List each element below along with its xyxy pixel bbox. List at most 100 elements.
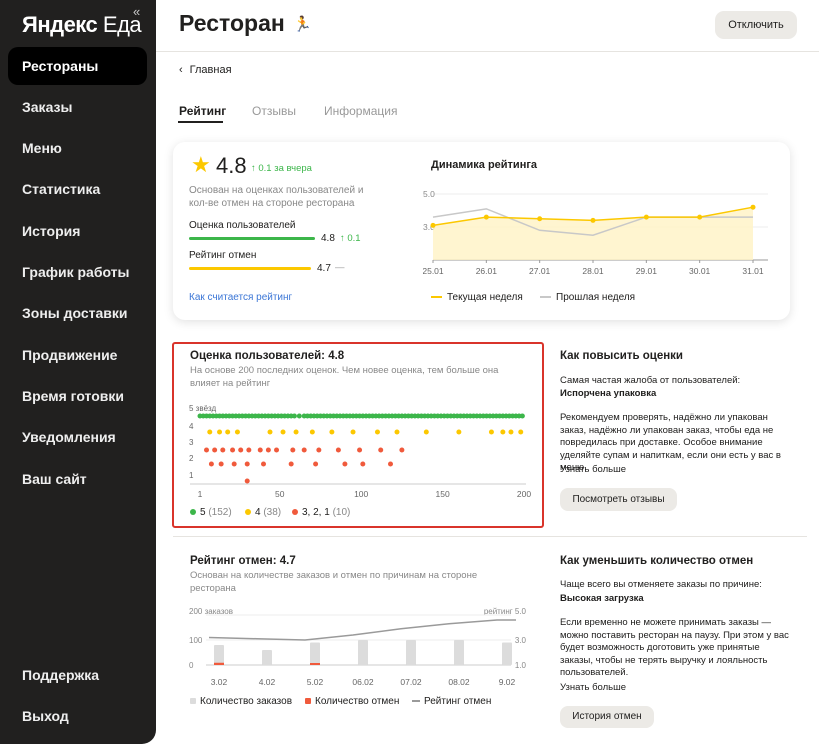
sidebar-item-menu[interactable]: Меню bbox=[22, 140, 62, 156]
x-tick-label: 4.02 bbox=[259, 677, 276, 687]
current-week-point bbox=[483, 214, 489, 220]
rating-point bbox=[456, 429, 462, 435]
cancel-rating-line bbox=[208, 619, 516, 641]
x-tick-label: 26.01 bbox=[476, 266, 498, 276]
breadcrumb[interactable]: ‹ Главная bbox=[179, 64, 232, 76]
user-ratings-subtitle: На основе 200 последних оценок. Чем нове… bbox=[190, 365, 499, 389]
rating-point bbox=[296, 413, 302, 419]
rating-point bbox=[218, 461, 224, 467]
sidebar-item-orders[interactable]: Заказы bbox=[22, 99, 73, 115]
rating-point bbox=[244, 461, 250, 467]
rating-point bbox=[225, 429, 231, 435]
current-week-area bbox=[433, 207, 753, 260]
cancel-history-button[interactable]: История отмен bbox=[560, 706, 654, 728]
rating-point bbox=[387, 461, 393, 467]
rating-point bbox=[335, 447, 341, 453]
rating-delta: ↑ 0.1 за вчера bbox=[251, 163, 312, 174]
rating-point bbox=[291, 413, 297, 419]
rating-point bbox=[238, 447, 244, 453]
tab-rating[interactable]: Рейтинг bbox=[179, 104, 227, 118]
legend-dot-yellow bbox=[245, 509, 251, 516]
courier-icon: 🏃 bbox=[293, 16, 312, 33]
x-tick-label: 100 bbox=[354, 489, 368, 499]
scatter-legend-4: 4 (38) bbox=[245, 507, 281, 518]
rating-point bbox=[246, 447, 252, 453]
improve-learn-more-link[interactable]: Узнать больше bbox=[560, 464, 627, 475]
cancel-rating-chart: 200 заказов рейтинг 5.0 100 3.0 0 1.0 3.02 4.02… bbox=[189, 607, 527, 687]
legend-square-gray bbox=[190, 698, 196, 705]
current-week-point bbox=[750, 204, 756, 210]
tab-info[interactable]: Информация bbox=[324, 104, 398, 118]
sidebar-item-restaurants[interactable]: Рестораны bbox=[8, 47, 147, 85]
overall-rating: 4.8 bbox=[216, 153, 247, 178]
collapse-sidebar-icon[interactable]: « bbox=[133, 4, 140, 19]
x-tick-label: 3.02 bbox=[211, 677, 228, 687]
legend-line-gray bbox=[412, 700, 420, 703]
sidebar-item-schedule[interactable]: График работы bbox=[22, 264, 130, 280]
rating-point bbox=[500, 429, 506, 435]
tab-reviews[interactable]: Отзывы bbox=[252, 104, 296, 118]
user-rating-value: 4.8 bbox=[321, 233, 335, 244]
rating-point bbox=[280, 429, 286, 435]
tab-active-indicator bbox=[178, 121, 223, 123]
legend-square-red bbox=[305, 698, 311, 705]
bar-legend-cancels: Количество отмен bbox=[305, 696, 399, 707]
current-week-point bbox=[430, 222, 436, 228]
rating-point bbox=[257, 447, 263, 453]
cancel-rating-subtitle: Основан на количестве заказов и отмен по… bbox=[190, 570, 478, 594]
right-axis-label: рейтинг 5.0 bbox=[484, 607, 527, 616]
rating-point bbox=[360, 461, 366, 467]
rating-point bbox=[394, 429, 400, 435]
how-rating-link[interactable]: Как считается рейтинг bbox=[189, 292, 293, 303]
cancel-rating-title: Рейтинг отмен: 4.7 bbox=[190, 555, 296, 567]
logo[interactable]: Яндекс Еда bbox=[22, 12, 142, 37]
y-tick-label: 1 bbox=[189, 471, 194, 480]
improve-complaint-intro: Самая частая жалоба от пользователей: bbox=[560, 375, 741, 386]
disable-button[interactable]: Отключить bbox=[715, 11, 797, 39]
orders-bar bbox=[262, 650, 272, 665]
rating-card: ★ 4.8 ↑ 0.1 за вчера Основан на оценках … bbox=[173, 142, 790, 320]
view-reviews-button[interactable]: Посмотреть отзывы bbox=[560, 488, 677, 511]
rating-point bbox=[329, 429, 335, 435]
orders-bar bbox=[358, 640, 368, 665]
sidebar-item-history[interactable]: История bbox=[22, 223, 81, 239]
y-tick-label: 4 bbox=[189, 422, 194, 431]
cancel-tips-learn-more-link[interactable]: Узнать больше bbox=[560, 682, 627, 693]
x-tick-label: 30.01 bbox=[689, 266, 711, 276]
rating-point bbox=[399, 447, 405, 453]
rating-point bbox=[260, 461, 266, 467]
user-rating-label: Оценка пользователей bbox=[189, 220, 296, 231]
rating-point bbox=[316, 447, 322, 453]
rating-point bbox=[267, 429, 273, 435]
y-tick-label: 2 bbox=[189, 454, 194, 463]
rating-point bbox=[301, 447, 307, 453]
rating-point bbox=[357, 447, 363, 453]
rating-point bbox=[518, 429, 524, 435]
orders-bar bbox=[502, 642, 512, 665]
rating-point bbox=[293, 429, 299, 435]
left-tick-label: 0 bbox=[189, 661, 194, 670]
left-tick-label: 100 bbox=[189, 636, 203, 645]
x-tick-label: 5.02 bbox=[307, 677, 324, 687]
rating-point bbox=[230, 447, 236, 453]
orders-bar bbox=[406, 640, 416, 665]
orders-bar bbox=[454, 640, 464, 665]
sidebar-item-promotion[interactable]: Продвижение bbox=[22, 347, 118, 363]
cancel-rating-delta: — bbox=[335, 262, 345, 273]
sidebar-item-statistics[interactable]: Статистика bbox=[22, 181, 101, 197]
y-tick-label: 3 bbox=[189, 438, 194, 447]
sidebar-item-logout[interactable]: Выход bbox=[22, 708, 69, 724]
rating-point bbox=[423, 429, 429, 435]
improve-title: Как повысить оценки bbox=[560, 350, 683, 362]
sidebar-item-cooking-time[interactable]: Время готовки bbox=[22, 388, 124, 404]
rating-dynamics-title: Динамика рейтинга bbox=[431, 159, 538, 171]
sidebar-item-support[interactable]: Поддержка bbox=[22, 667, 100, 683]
header-divider bbox=[156, 51, 819, 52]
rating-point bbox=[274, 447, 280, 453]
sidebar-item-notifications[interactable]: Уведомления bbox=[22, 429, 116, 445]
sidebar-item-delivery-zones[interactable]: Зоны доставки bbox=[22, 305, 128, 321]
rating-point bbox=[217, 429, 223, 435]
orders-bar bbox=[214, 645, 224, 665]
sidebar-item-your-site[interactable]: Ваш сайт bbox=[22, 471, 87, 487]
